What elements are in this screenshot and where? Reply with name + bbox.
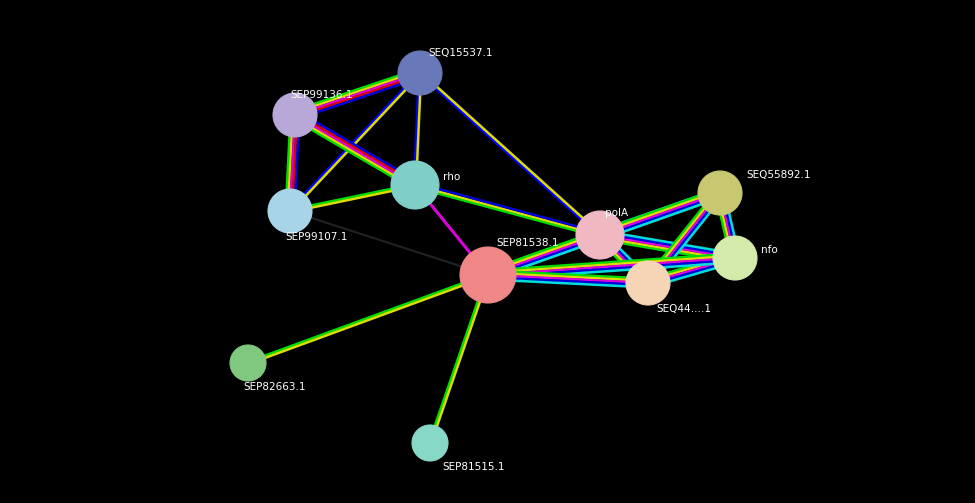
Text: polA: polA bbox=[605, 208, 628, 218]
Circle shape bbox=[460, 247, 516, 303]
Circle shape bbox=[576, 211, 624, 259]
Circle shape bbox=[626, 261, 670, 305]
Text: SEP99136.1: SEP99136.1 bbox=[290, 90, 353, 100]
Circle shape bbox=[230, 345, 266, 381]
Circle shape bbox=[713, 236, 757, 280]
Text: SEP82663.1: SEP82663.1 bbox=[243, 382, 305, 392]
Text: rho: rho bbox=[443, 172, 460, 182]
Circle shape bbox=[698, 171, 742, 215]
Text: SEP81515.1: SEP81515.1 bbox=[442, 462, 504, 472]
Circle shape bbox=[273, 93, 317, 137]
Circle shape bbox=[391, 161, 439, 209]
Circle shape bbox=[398, 51, 442, 95]
Circle shape bbox=[412, 425, 448, 461]
Circle shape bbox=[268, 189, 312, 233]
Text: SEP81538.1: SEP81538.1 bbox=[496, 238, 559, 248]
Text: SEQ55892.1: SEQ55892.1 bbox=[746, 170, 810, 180]
Text: SEP99107.1: SEP99107.1 bbox=[285, 232, 347, 242]
Text: SEQ15537.1: SEQ15537.1 bbox=[428, 48, 492, 58]
Text: nfo: nfo bbox=[761, 245, 778, 255]
Text: SEQ44….1: SEQ44….1 bbox=[656, 304, 711, 314]
